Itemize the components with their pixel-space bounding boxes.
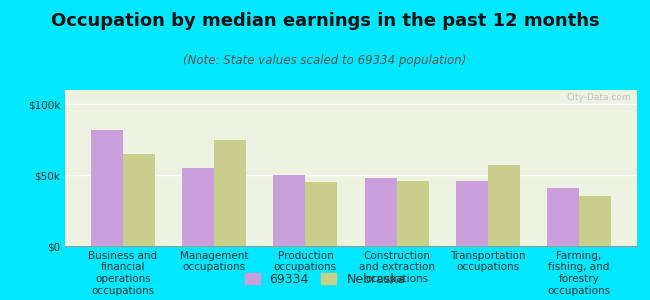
Text: City-Data.com: City-Data.com [567,93,631,102]
Text: (Note: State values scaled to 69334 population): (Note: State values scaled to 69334 popu… [183,54,467,67]
Bar [123,154,155,246]
Bar [365,178,396,246]
Legend: 69334, Nebraska: 69334, Nebraska [239,268,411,291]
Text: Occupation by median earnings in the past 12 months: Occupation by median earnings in the pas… [51,12,599,30]
Bar [456,181,488,246]
Bar [182,168,214,246]
Bar [214,140,246,246]
Bar [274,175,305,246]
Bar [547,188,579,246]
Bar [396,181,428,246]
Bar [91,130,123,246]
Bar [306,182,337,246]
Bar [579,196,611,246]
Bar [488,165,520,246]
